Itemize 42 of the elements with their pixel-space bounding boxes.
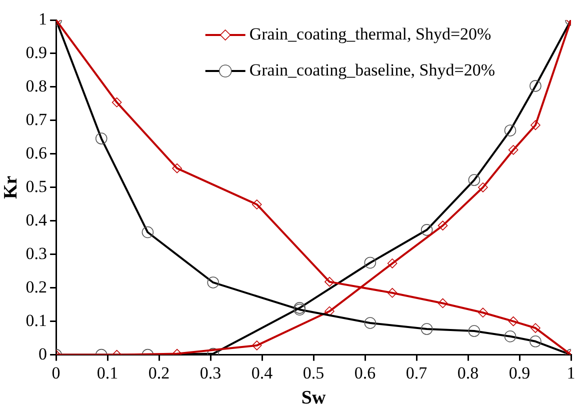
point	[438, 220, 448, 230]
point	[324, 306, 334, 316]
point	[478, 308, 488, 318]
y-tick-label: 0.9	[26, 42, 48, 62]
x-tick-label: 0.7	[406, 363, 428, 382]
point	[112, 97, 122, 108]
point	[387, 288, 398, 298]
y-tick-label: 0.1	[26, 310, 48, 330]
point	[508, 316, 518, 326]
point	[530, 323, 540, 333]
x-tick-label: 0	[52, 363, 60, 382]
x-tick-label: 0.1	[96, 363, 118, 382]
y-tick-label: 0.2	[26, 277, 48, 296]
x-tick-label: 0.9	[508, 363, 530, 382]
x-tick-label: 0.5	[302, 363, 324, 382]
y-tick-label: 0.6	[26, 143, 48, 162]
x-tick-label: 0.6	[354, 363, 376, 382]
x-tick-label: 0.2	[148, 363, 170, 382]
y-tick-label: 1	[38, 9, 48, 28]
x-tick-label: 0.8	[457, 363, 479, 382]
point	[252, 200, 262, 210]
point	[530, 120, 540, 130]
x-tick-label: 1	[566, 363, 576, 382]
y-tick-label: 0.3	[26, 244, 48, 263]
point	[508, 145, 518, 155]
x-tick-label: 0.3	[200, 363, 222, 382]
point	[172, 163, 182, 174]
x-tick-label: 0.4	[251, 363, 274, 382]
y-tick-label: 0.4	[26, 210, 48, 230]
point	[438, 298, 448, 308]
legend-label: Grain_coating_thermal, Shyd=20%	[249, 24, 492, 44]
legend-label: Grain_coating_baseline, Shyd=20%	[249, 60, 496, 80]
x-axis-title: Sw	[301, 388, 326, 409]
point	[252, 340, 262, 350]
y-tick-label: 0	[38, 344, 48, 364]
y-axis-title: Kr	[0, 175, 22, 200]
point	[478, 182, 488, 192]
point	[387, 258, 398, 268]
y-tick-label: 0.7	[26, 110, 48, 129]
y-tick-label: 0.5	[26, 176, 48, 196]
y-tick-label: 0.8	[26, 76, 48, 96]
point	[324, 276, 334, 287]
